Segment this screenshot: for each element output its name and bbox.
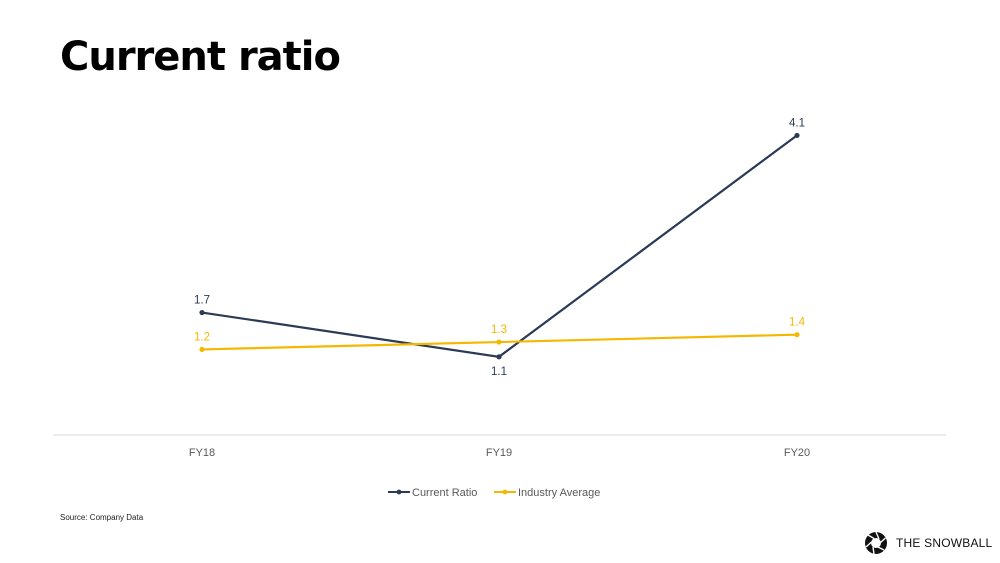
current-ratio-legend-label: Current Ratio	[412, 487, 477, 499]
brand: THE SNOWBALL	[864, 531, 992, 555]
x-tick-label: FY19	[486, 447, 512, 459]
x-tick-label: FY18	[189, 447, 215, 459]
current-ratio-point	[794, 132, 800, 139]
aperture-logo-icon	[865, 531, 887, 555]
current-ratio-data-label: 1.1	[491, 366, 507, 378]
brand-name: THE SNOWBALL	[896, 536, 993, 550]
x-tick-layer: FY18 FY19 FY20	[189, 447, 810, 459]
x-tick-label: FY20	[784, 447, 810, 459]
series-layer	[199, 132, 800, 360]
current-ratio-legend-marker	[396, 489, 402, 495]
current-ratio-data-label: 1.7	[194, 295, 210, 307]
industry-average-point	[794, 332, 800, 338]
industry-average-data-label: 1.3	[491, 324, 507, 336]
current-ratio-point	[199, 309, 205, 316]
current-ratio-point	[496, 354, 502, 360]
legend: Current Ratio Industry Average	[388, 487, 600, 499]
current-ratio-data-label: 4.1	[789, 117, 805, 129]
industry-average-legend-marker	[502, 489, 508, 495]
industry-average-point	[199, 346, 205, 353]
industry-average-legend-label: Industry Average	[518, 487, 600, 499]
data-label-layer: 1.7 1.1 4.1 1.2 1.3 1.4	[194, 117, 806, 377]
industry-average-data-label: 1.2	[194, 331, 210, 343]
industry-average-data-label: 1.4	[789, 317, 806, 329]
source-note: Source: Company Data	[60, 513, 144, 522]
page-title: Current ratio	[60, 34, 341, 80]
industry-average-point	[496, 339, 502, 345]
